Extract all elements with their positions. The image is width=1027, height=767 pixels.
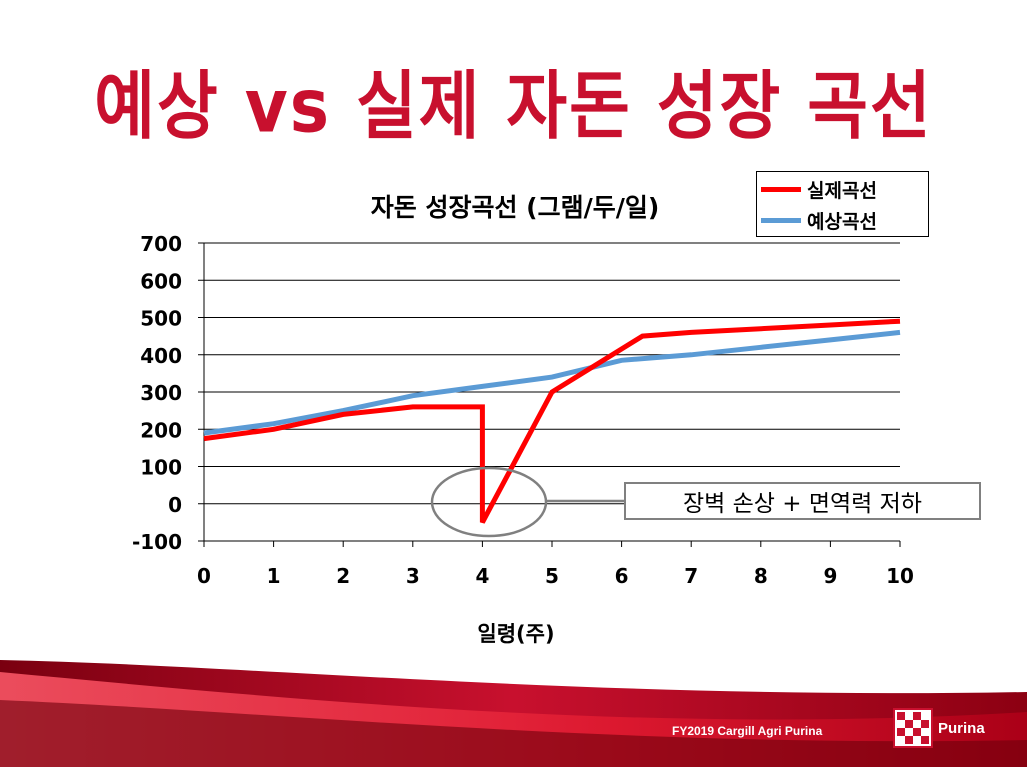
slide-title: 예상 vs 실제 자돈 성장 곡선 (94, 63, 933, 150)
x-axis-label: 일령(주) (477, 622, 554, 646)
y-tick-label: -100 (132, 530, 182, 554)
x-tick-label: 8 (754, 564, 768, 588)
legend-item-actual: 실제곡선 (761, 175, 877, 203)
chart-title: 자돈 성장곡선 (그램/두/일) (371, 193, 660, 222)
x-tick-label: 7 (684, 564, 698, 588)
legend-label-actual: 실제곡선 (807, 179, 877, 202)
x-tick-label: 9 (823, 564, 837, 588)
x-tick-label: 0 (197, 564, 211, 588)
x-tick-label: 4 (475, 564, 489, 588)
chart-legend: 실제곡선 예상곡선 (756, 171, 929, 237)
x-tick-label: 10 (886, 564, 914, 588)
y-tick-label: 300 (140, 381, 182, 405)
legend-swatch-actual (761, 186, 801, 192)
y-tick-label: 0 (168, 493, 182, 517)
x-tick-label: 5 (545, 564, 559, 588)
legend-label-expected: 예상곡선 (807, 210, 877, 233)
y-tick-label: 400 (140, 344, 182, 368)
x-tick-label: 3 (406, 564, 420, 588)
legend-swatch-expected (761, 217, 801, 223)
x-tick-label: 1 (267, 564, 281, 588)
x-tick-label: 6 (615, 564, 629, 588)
annotation-callout: 장벽 손상 + 면역력 저하 (624, 482, 981, 520)
y-tick-label: 200 (140, 418, 182, 442)
purina-checkerboard-logo (893, 708, 933, 748)
brand-name: Purina (938, 720, 985, 737)
series-line-expected (203, 329, 901, 436)
series-line-actual (203, 318, 901, 524)
footer-swoosh (0, 660, 1027, 767)
y-tick-label: 700 (140, 232, 182, 256)
y-tick-label: 500 (140, 307, 182, 331)
y-tick-label: 600 (140, 269, 182, 293)
x-tick-label: 2 (336, 564, 350, 588)
footer-text: FY2019 Cargill Agri Purina (672, 724, 823, 738)
legend-item-expected: 예상곡선 (761, 206, 877, 234)
annotation-ellipse (430, 466, 548, 538)
y-tick-label: 100 (140, 456, 182, 480)
